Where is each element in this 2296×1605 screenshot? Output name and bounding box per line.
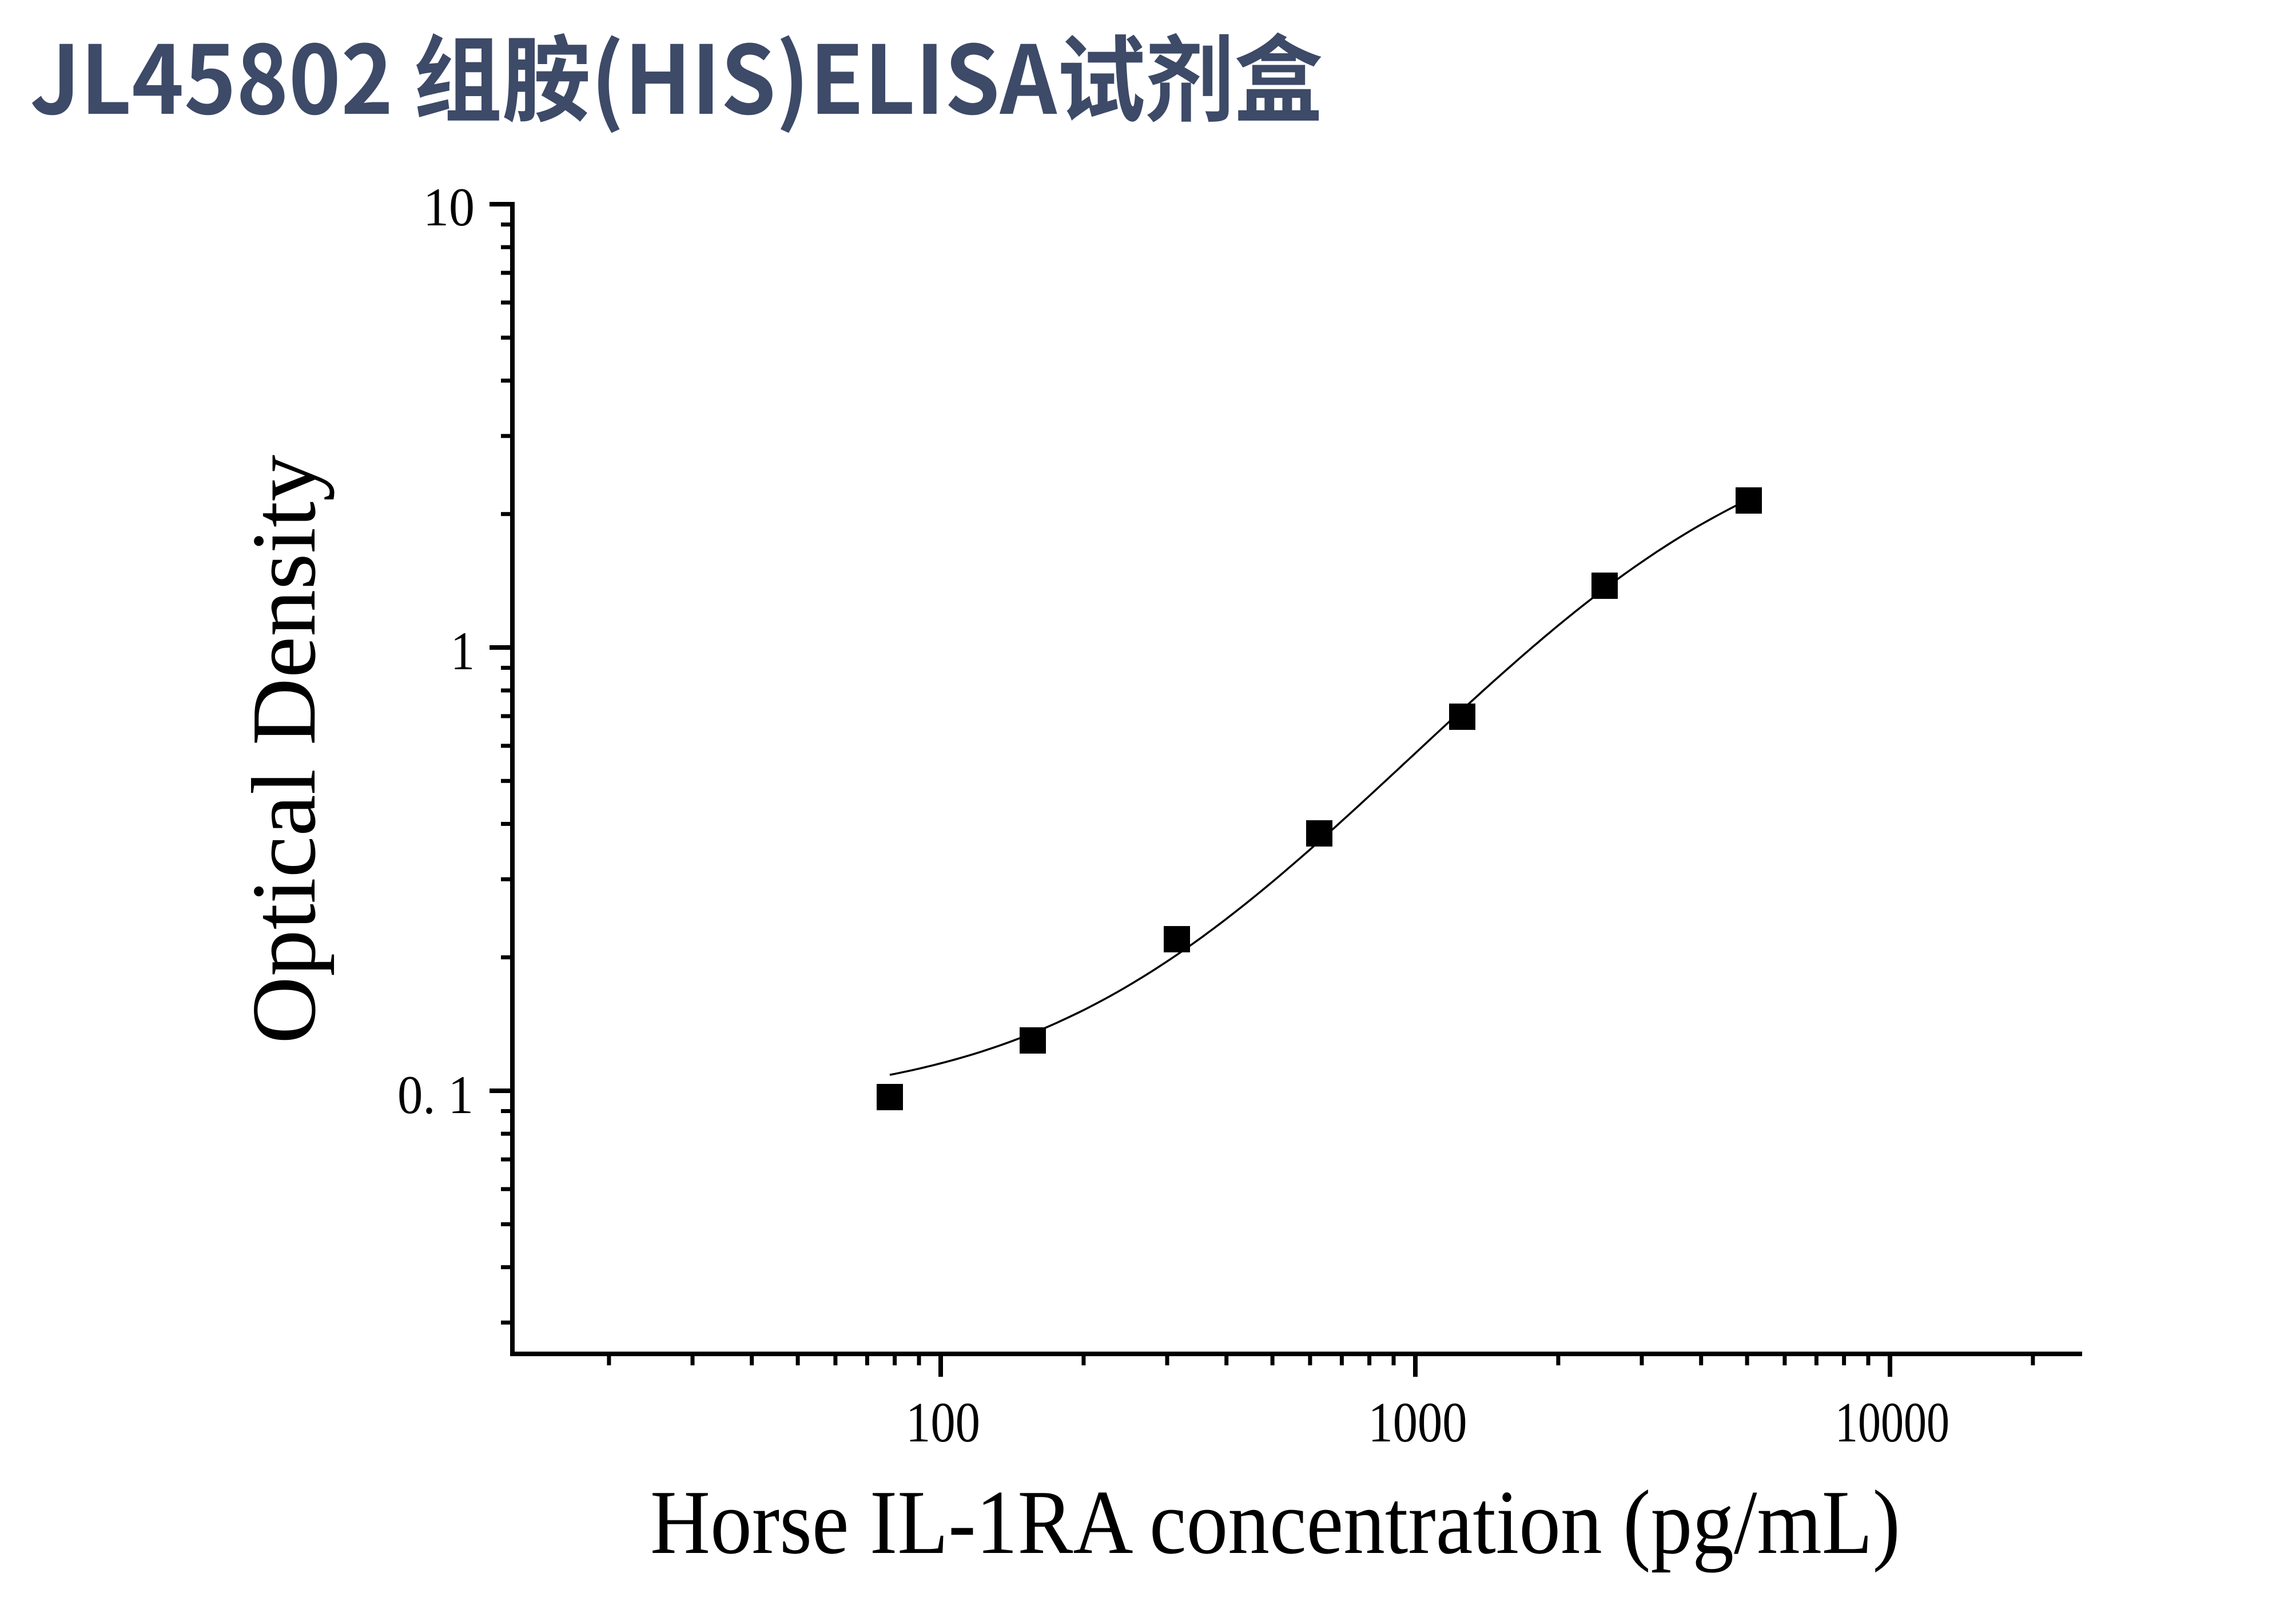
svg-text:1000: 1000 xyxy=(1368,1391,1467,1454)
svg-text:Optical Density: Optical Density xyxy=(233,455,335,1044)
svg-text:Horse IL-1RA concentration (pg: Horse IL-1RA concentration (pg/mL) xyxy=(650,1471,1900,1573)
svg-text:100: 100 xyxy=(906,1391,980,1454)
svg-text:0. 1: 0. 1 xyxy=(397,1064,473,1125)
svg-text:10: 10 xyxy=(423,177,475,237)
svg-text:1: 1 xyxy=(451,621,475,681)
svg-text:10000: 10000 xyxy=(1835,1391,1949,1454)
